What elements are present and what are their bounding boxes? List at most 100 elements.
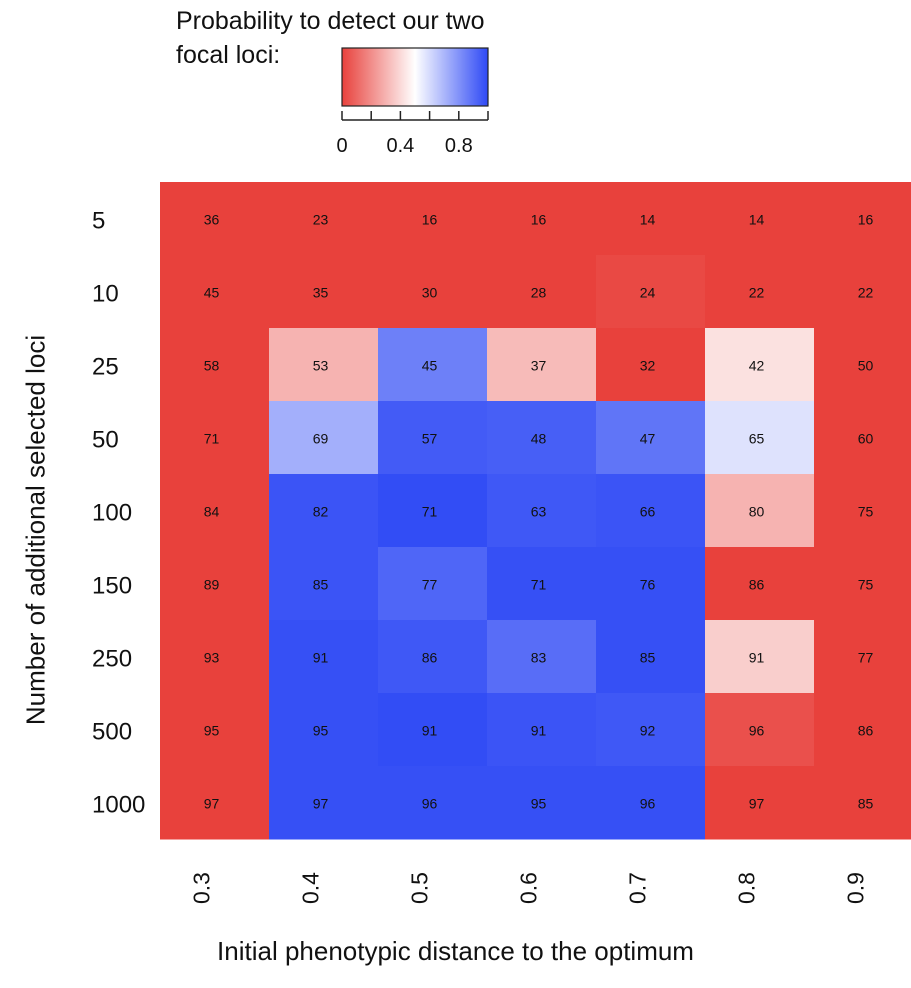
legend-title-line1: Probability to detect our two [176,7,485,35]
y-tick-label: 50 [92,427,119,454]
y-tick-label: 1000 [92,792,145,819]
cell-value-label: 85 [313,577,329,593]
cell-value-label: 91 [531,723,547,739]
heatmap-cell [487,255,597,329]
cell-value-label: 36 [204,212,220,228]
y-tick-label: 10 [92,281,119,308]
heatmap-cell [269,547,379,621]
y-axis-tick-labels: 5 10 25 50 100 150 250 500 1000 [92,208,145,819]
cell-value-label: 14 [749,212,765,228]
cell-value-label: 96 [422,796,438,812]
cell-value-label: 80 [749,504,765,520]
cell-value-label: 45 [204,285,220,301]
x-tick-label: 0.6 [516,872,542,904]
heatmap-cell [705,401,815,475]
cell-value-label: 16 [858,212,874,228]
cell-value-label: 69 [313,431,329,447]
heatmap-cell [596,255,706,329]
cell-value-label: 95 [313,723,329,739]
cell-value-label: 14 [640,212,656,228]
cell-value-label: 97 [204,796,220,812]
heatmap-cell [160,547,270,621]
y-axis-label: Number of additional selected loci [20,334,51,726]
cell-value-label: 65 [749,431,765,447]
legend-title: Probability to detect our two focal loci… [176,4,596,72]
cell-value-label: 57 [422,431,438,447]
cell-value-label: 30 [422,285,438,301]
cell-value-label: 82 [313,504,329,520]
heatmap-cell [160,766,270,840]
heatmap-cell [269,766,379,840]
cell-value-label: 96 [749,723,765,739]
heatmap-cell [269,620,379,694]
cell-value-label: 48 [531,431,547,447]
heatmap-cell [596,547,706,621]
heatmap-cell [269,401,379,475]
heatmap-cell [378,474,488,548]
cell-value-label: 35 [313,285,329,301]
heatmap-cells [160,182,911,840]
cell-value-label: 45 [422,358,438,374]
cell-value-label: 91 [313,650,329,666]
cell-value-label: 63 [531,504,547,520]
heatmap-cell [487,766,597,840]
heatmap-cell [814,620,911,694]
heatmap-cell [814,401,911,475]
heatmap-cell [160,255,270,329]
x-tick-label: 0.8 [734,872,760,904]
cell-value-label: 77 [422,577,438,593]
heatmap-cell [269,693,379,767]
heatmap-cell [487,620,597,694]
legend-tick-label: 0.8 [445,135,473,157]
cell-value-label: 58 [204,358,220,374]
heatmap-cell [596,328,706,402]
cell-value-label: 89 [204,577,220,593]
heatmap-cell [596,401,706,475]
heatmap-cell [487,328,597,402]
x-tick-label: 0.9 [843,872,869,904]
x-axis-label: Initial phenotypic distance to the optim… [217,936,694,966]
x-tick-label: 0.5 [407,872,433,904]
heatmap-cell [378,766,488,840]
heatmap-cell [487,474,597,548]
heatmap-cell [596,474,706,548]
heatmap-cell [705,547,815,621]
cell-value-label: 93 [204,650,220,666]
cell-value-label: 77 [858,650,874,666]
heatmap-cell [705,255,815,329]
cell-value-label: 24 [640,285,656,301]
cell-value-label: 22 [858,285,874,301]
heatmap-cell [705,620,815,694]
cell-value-label: 22 [749,285,765,301]
heatmap-cell [814,182,911,256]
cell-value-label: 60 [858,431,874,447]
heatmap-cell [596,693,706,767]
heatmap-cell [160,620,270,694]
cell-value-label: 71 [531,577,547,593]
cell-value-label: 23 [313,212,329,228]
legend-color-bar [341,47,489,107]
heatmap-cell [596,766,706,840]
cell-value-label: 53 [313,358,329,374]
y-tick-label: 25 [92,354,119,381]
y-tick-label: 150 [92,573,132,600]
cell-value-label: 71 [204,431,220,447]
heatmap-cell [705,182,815,256]
heatmap-cell [378,328,488,402]
heatmap-cell-labels: 36 23 16 16 14 14 16 45 35 30 28 24 22 22 58 53 45 37 32 42… [204,212,874,812]
heatmap-cell [378,693,488,767]
cell-value-label: 95 [204,723,220,739]
heatmap-cell [269,182,379,256]
heatmap-cell [814,328,911,402]
heatmap-cell [596,182,706,256]
heatmap-cell [378,620,488,694]
heatmap-cell [160,693,270,767]
heatmap-cell [378,547,488,621]
heatmap-cell [160,328,270,402]
cell-value-label: 84 [204,504,220,520]
heatmap-cell [814,693,911,767]
heatmap-cell [814,547,911,621]
y-tick-label: 500 [92,719,132,746]
cell-value-label: 32 [640,358,656,374]
heatmap-cell [814,255,911,329]
